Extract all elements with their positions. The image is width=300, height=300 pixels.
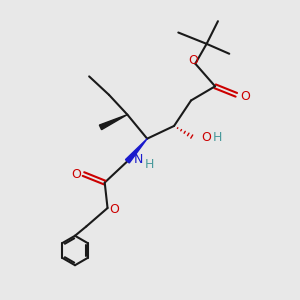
Text: H: H <box>212 131 222 144</box>
Text: O: O <box>188 54 198 67</box>
Polygon shape <box>125 139 147 163</box>
Polygon shape <box>99 115 128 130</box>
Text: O: O <box>240 90 250 103</box>
Text: H: H <box>144 158 154 171</box>
Text: O: O <box>110 203 120 216</box>
Text: O: O <box>202 131 212 144</box>
Text: O: O <box>71 168 81 181</box>
Text: N: N <box>134 153 143 166</box>
